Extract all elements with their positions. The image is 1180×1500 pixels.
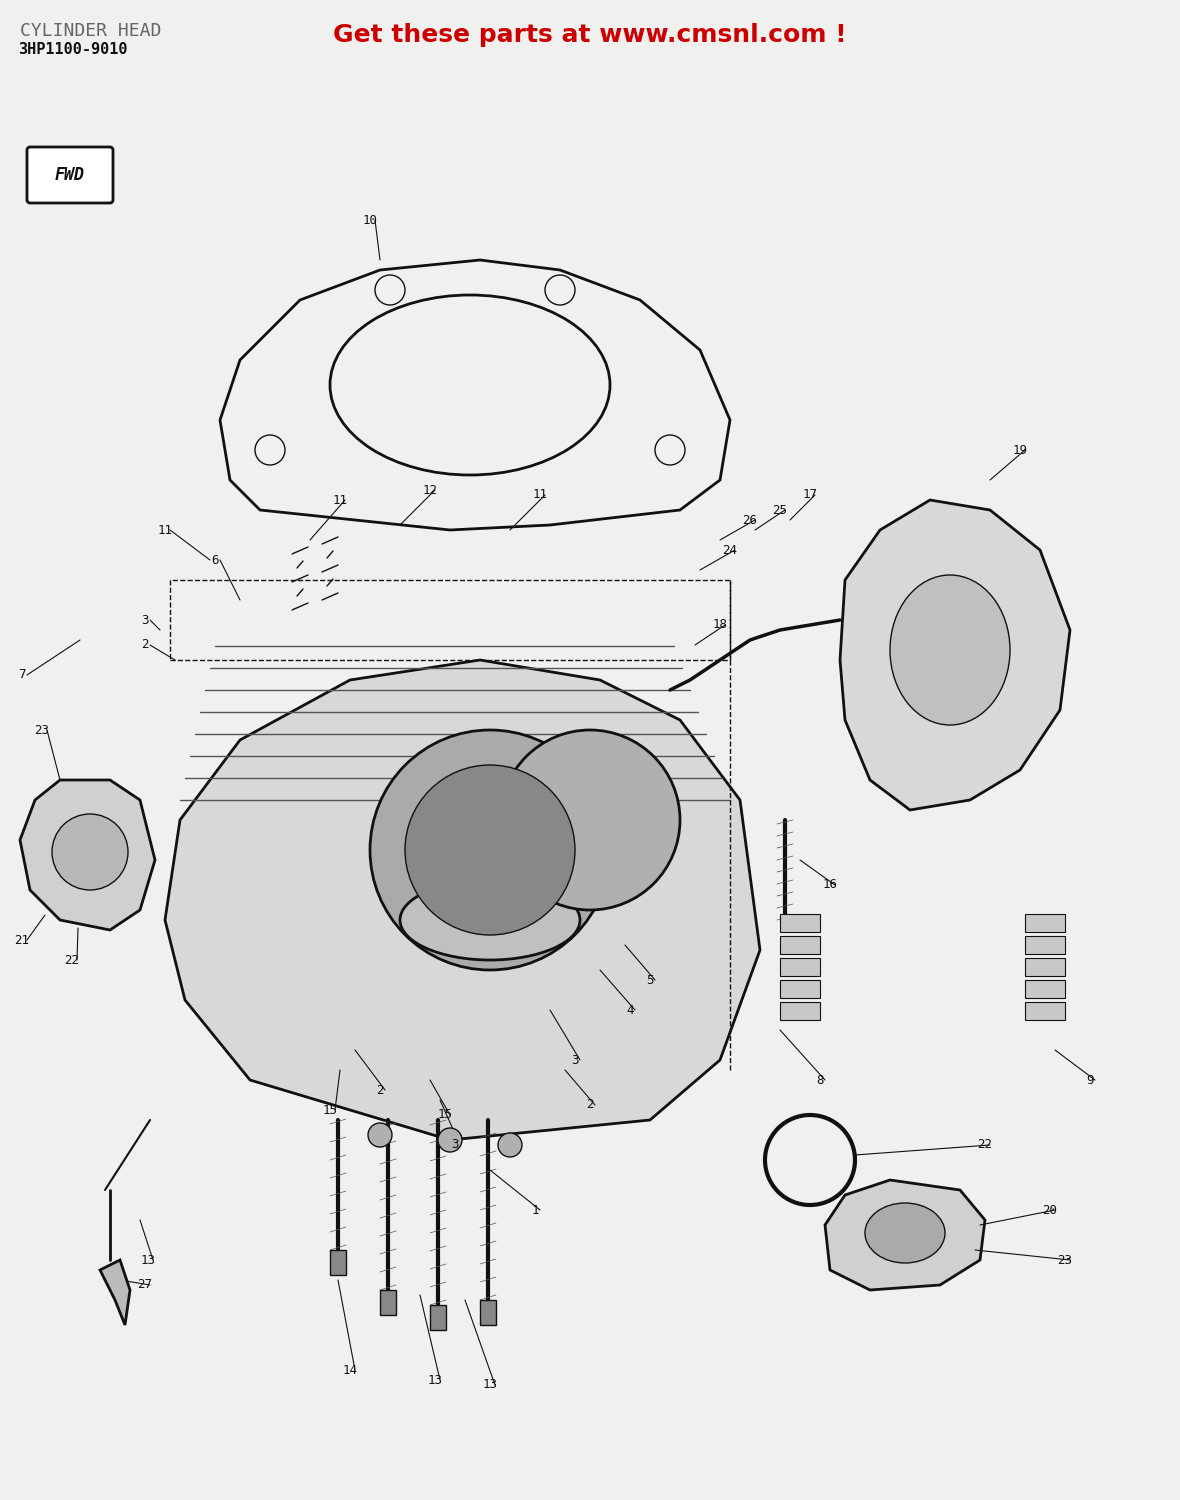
- Text: 11: 11: [532, 489, 548, 501]
- Text: 17: 17: [802, 489, 818, 501]
- Text: 16: 16: [822, 879, 838, 891]
- Text: 2: 2: [376, 1083, 384, 1096]
- Text: 6: 6: [211, 554, 218, 567]
- Text: 18: 18: [713, 618, 728, 632]
- Text: 12: 12: [422, 483, 438, 496]
- Bar: [170, 580, 730, 660]
- Text: 19: 19: [1012, 444, 1028, 456]
- Text: 20: 20: [1042, 1203, 1057, 1216]
- Ellipse shape: [400, 880, 581, 960]
- Bar: [780, 1002, 820, 1020]
- Polygon shape: [100, 1260, 130, 1324]
- Polygon shape: [840, 500, 1070, 810]
- Text: 1: 1: [503, 28, 511, 42]
- Bar: [1025, 958, 1066, 976]
- Text: 13: 13: [140, 1254, 156, 1266]
- Ellipse shape: [890, 574, 1010, 724]
- Text: 3: 3: [451, 1138, 459, 1152]
- Circle shape: [438, 1128, 463, 1152]
- Text: YAMAHA: YAMAHA: [408, 842, 572, 879]
- Text: 22: 22: [65, 954, 79, 966]
- Circle shape: [498, 1132, 522, 1156]
- Polygon shape: [330, 1250, 346, 1275]
- Text: 24: 24: [722, 543, 738, 556]
- FancyBboxPatch shape: [27, 147, 113, 202]
- Text: 2: 2: [586, 1098, 594, 1112]
- Text: 11: 11: [333, 494, 347, 507]
- Text: 5: 5: [647, 974, 654, 987]
- Polygon shape: [20, 780, 155, 930]
- Text: 14: 14: [342, 1364, 358, 1377]
- Bar: [1025, 914, 1066, 932]
- Polygon shape: [380, 1290, 396, 1316]
- Polygon shape: [165, 660, 760, 1140]
- Text: 9: 9: [1087, 1074, 1094, 1086]
- Text: 3: 3: [571, 1053, 578, 1066]
- Text: 10: 10: [362, 213, 378, 226]
- Text: 22: 22: [977, 1138, 992, 1152]
- Bar: [1025, 936, 1066, 954]
- Bar: [780, 958, 820, 976]
- Circle shape: [368, 1124, 392, 1148]
- Polygon shape: [825, 1180, 985, 1290]
- Text: 23: 23: [34, 723, 50, 736]
- Text: 23: 23: [1057, 1254, 1073, 1266]
- Text: 25: 25: [773, 504, 787, 516]
- Circle shape: [52, 815, 127, 890]
- Circle shape: [371, 730, 610, 970]
- Polygon shape: [430, 1305, 446, 1330]
- Text: 2: 2: [142, 639, 149, 651]
- Text: 15: 15: [322, 1104, 337, 1116]
- Bar: [1025, 1002, 1066, 1020]
- Circle shape: [405, 765, 575, 934]
- Circle shape: [500, 730, 680, 910]
- Text: 1: 1: [531, 1203, 539, 1216]
- Bar: [780, 914, 820, 932]
- Text: 21: 21: [14, 933, 30, 946]
- Text: 26: 26: [742, 513, 758, 526]
- Bar: [780, 980, 820, 998]
- Polygon shape: [480, 1300, 496, 1324]
- Bar: [780, 936, 820, 954]
- Text: FWD: FWD: [55, 166, 85, 184]
- Bar: [1025, 980, 1066, 998]
- Text: 3: 3: [142, 614, 149, 627]
- Text: 27: 27: [138, 1278, 152, 1292]
- Text: 8: 8: [817, 1074, 824, 1086]
- Text: 13: 13: [427, 1374, 442, 1386]
- Text: 13: 13: [483, 1378, 498, 1392]
- Text: Get these parts at www.cmsnl.com !: Get these parts at www.cmsnl.com !: [333, 22, 847, 46]
- Text: 11: 11: [157, 524, 172, 537]
- Text: 4: 4: [627, 1004, 634, 1017]
- Ellipse shape: [865, 1203, 945, 1263]
- Text: 3HP1100-9010: 3HP1100-9010: [18, 42, 127, 57]
- Text: 7: 7: [18, 669, 26, 681]
- Text: CYLINDER HEAD: CYLINDER HEAD: [20, 22, 162, 40]
- Text: 15: 15: [438, 1108, 452, 1122]
